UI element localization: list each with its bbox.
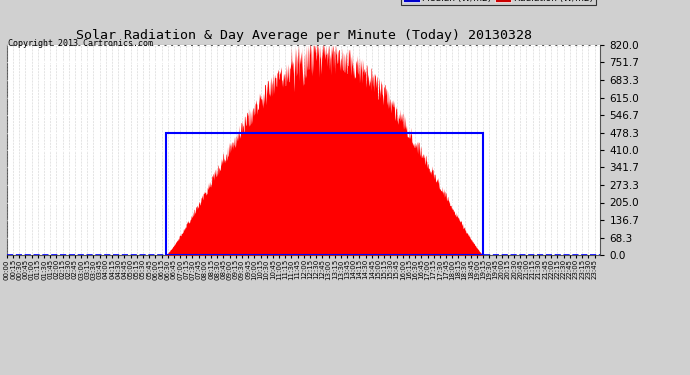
Title: Solar Radiation & Day Average per Minute (Today) 20130328: Solar Radiation & Day Average per Minute…: [76, 30, 531, 42]
Text: Copyright 2013 Cartronics.com: Copyright 2013 Cartronics.com: [8, 39, 153, 48]
Legend: Median (W/m2), Radiation (W/m2): Median (W/m2), Radiation (W/m2): [401, 0, 595, 5]
Bar: [166, 132, 483, 255]
